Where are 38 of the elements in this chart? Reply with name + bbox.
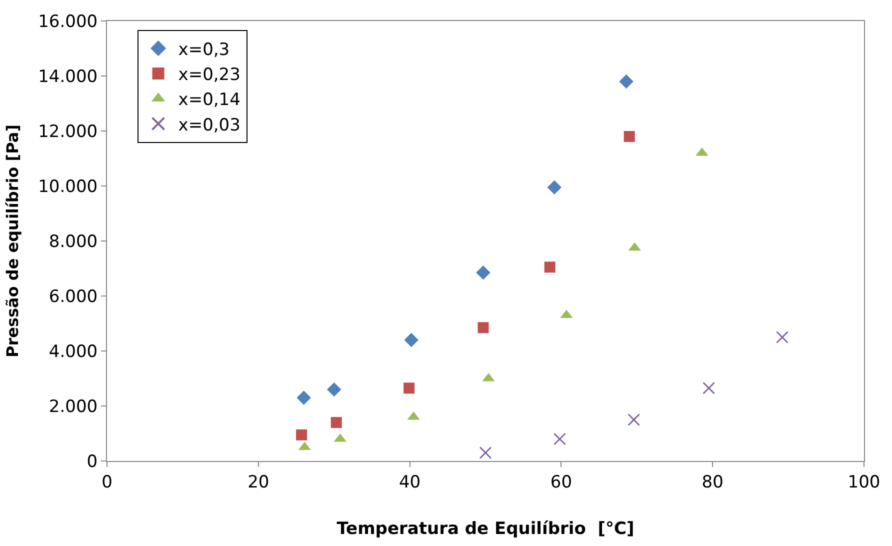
x-tick-label: 80 bbox=[702, 472, 724, 492]
y-tick-label: 6.000 bbox=[48, 286, 98, 307]
x-tick-label: 20 bbox=[248, 472, 270, 492]
point bbox=[326, 382, 342, 397]
point bbox=[330, 417, 342, 428]
point bbox=[404, 382, 415, 394]
point bbox=[547, 180, 562, 195]
y-axis-title: Pressão de equilíbrio [Pa] bbox=[3, 124, 22, 358]
point bbox=[619, 74, 634, 89]
point bbox=[553, 432, 566, 446]
y-tick-label: 16.000 bbox=[38, 12, 98, 32]
point bbox=[624, 131, 635, 142]
point bbox=[404, 332, 418, 348]
y-tick-label: 14.000 bbox=[38, 66, 98, 87]
x-tick-label: 0 bbox=[102, 472, 112, 492]
point bbox=[702, 382, 716, 394]
point bbox=[479, 446, 492, 459]
point bbox=[476, 265, 490, 280]
y-tick-label: 2.000 bbox=[48, 396, 98, 417]
point bbox=[544, 262, 556, 273]
legend-label: x=0,03 bbox=[178, 115, 240, 136]
y-tick-label: 8.000 bbox=[48, 232, 98, 252]
y-tick-label: 10.000 bbox=[38, 176, 98, 197]
point bbox=[296, 429, 308, 440]
y-tick-label: 12.000 bbox=[38, 122, 98, 142]
point bbox=[628, 414, 640, 426]
x-tick-label: 40 bbox=[398, 472, 421, 492]
legend-label: x=0,3 bbox=[178, 40, 230, 60]
x-tick-label: 100 bbox=[848, 472, 880, 492]
y-tick-label: 4.000 bbox=[48, 342, 98, 362]
x-tick-label: 60 bbox=[550, 472, 572, 492]
x-axis-title: Temperatura de Equilíbrio [°C] bbox=[336, 518, 634, 539]
legend-label: x=0,23 bbox=[178, 65, 240, 86]
point bbox=[296, 390, 311, 405]
legend-label: x=0,14 bbox=[178, 90, 240, 110]
point bbox=[478, 322, 489, 334]
point bbox=[776, 331, 788, 344]
y-tick-label: 0 bbox=[86, 452, 98, 472]
